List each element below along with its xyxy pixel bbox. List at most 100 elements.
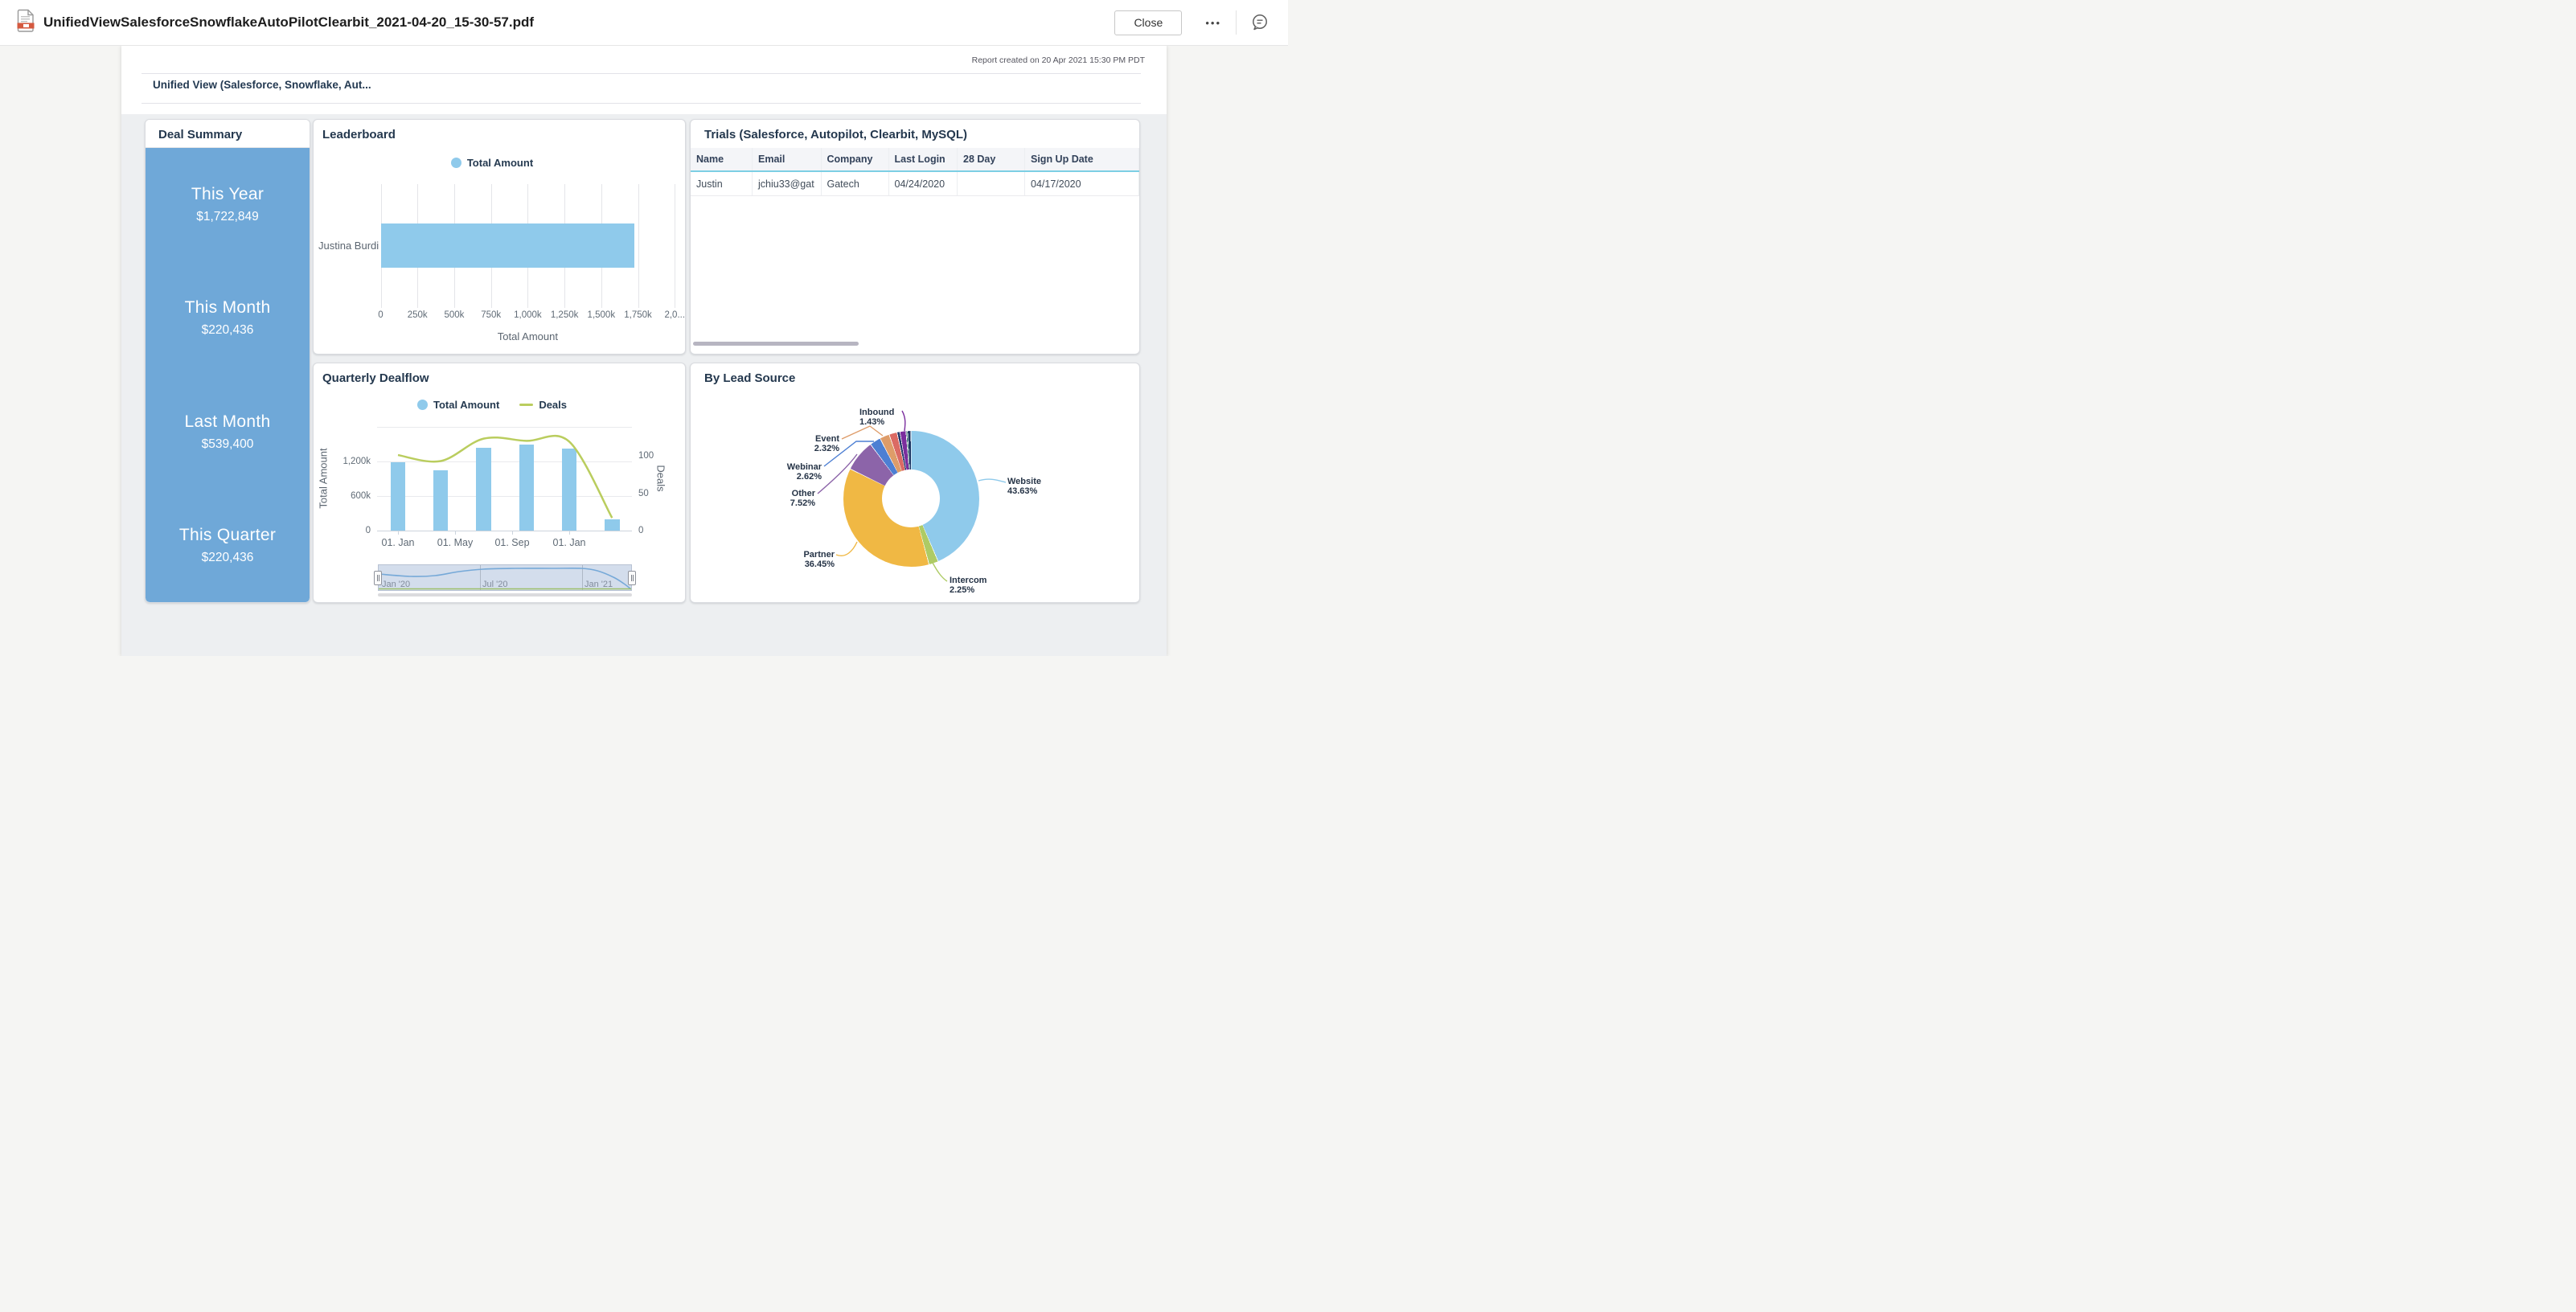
table-cell: 04/17/2020	[1025, 172, 1139, 195]
table-header-row: Name Email Company Last Login 28 Day Sign Up …	[691, 148, 1139, 172]
legend-swatch	[519, 404, 534, 406]
table-row: Justin jchiu33@gat Gatech 04/24/2020 04/17/2…	[691, 172, 1139, 196]
quarterly-bar	[561, 449, 577, 531]
navigator-scrollbar[interactable]	[378, 593, 632, 597]
quarterly-bar	[390, 462, 406, 531]
donut-leader-lines	[817, 410, 1007, 582]
lead-source-panel: By Lead Source Website 43.63% Intercom 2.25…	[690, 363, 1140, 603]
gridline	[377, 496, 632, 497]
divider	[142, 73, 1141, 74]
metric-label: This Quarter	[178, 525, 277, 544]
pdf-page: Report created on 20 Apr 2021 15:30 PM P…	[121, 45, 1167, 656]
table-cell: jchiu33@gat	[753, 172, 822, 195]
deal-summary-panel: Deal Summary This Year $1,722,849 This Mon…	[145, 119, 310, 603]
legend: Total Amount Deals	[314, 399, 685, 411]
leaderboard-panel: Leaderboard Total Amount 0 250k 500k 750k 1,…	[313, 119, 686, 355]
x-axis-tick-label: 01. Sep	[494, 537, 530, 548]
y-axis-tick-label: 0	[365, 526, 371, 535]
panel-title: Leaderboard	[322, 128, 396, 141]
navigator-handle-left[interactable]	[374, 571, 382, 585]
x-axis-tick-label: 1,750k	[624, 310, 652, 320]
column-header: Email	[753, 148, 822, 170]
y-axis-tick-label: 600k	[351, 491, 371, 501]
report-heading: Unified View (Salesforce, Snowflake, Aut…	[153, 79, 371, 91]
dashboard-area: Deal Summary This Year $1,722,849 This Mon…	[121, 114, 1167, 656]
topbar: UnifiedViewSalesforceSnowflakeAutoPilotC…	[0, 0, 1288, 46]
document-title: UnifiedViewSalesforceSnowflakeAutoPilotC…	[43, 14, 535, 30]
gridline	[377, 461, 632, 462]
comments-button[interactable]	[1249, 12, 1270, 33]
table-cell: Gatech	[822, 172, 889, 195]
slice-label: Event 2.32%	[814, 434, 839, 453]
y-axis-tick-label: 0	[638, 526, 644, 535]
legend-label: Total Amount	[466, 157, 534, 169]
legend-swatch	[416, 400, 428, 410]
quarterly-bar	[605, 519, 620, 531]
metric-value: $220,436	[201, 323, 254, 338]
table-cell: 04/24/2020	[889, 172, 958, 195]
divider	[142, 103, 1141, 104]
navigator-series	[379, 567, 631, 590]
x-axis-title: Total Amount	[497, 330, 558, 342]
gridline	[377, 427, 632, 428]
x-axis-tick-label: 01. May	[437, 537, 474, 548]
legend: Total Amount	[314, 157, 685, 169]
x-axis-tick-label: 500k	[444, 310, 465, 320]
horizontal-scrollbar[interactable]	[693, 342, 859, 346]
deal-summary-tiles: This Year $1,722,849 This Month $220,436 Las…	[146, 148, 310, 602]
x-axis-tick-label: 1,250k	[550, 310, 579, 320]
legend-label: Total Amount	[433, 399, 500, 411]
y-axis-tick-label: 1,200k	[343, 457, 371, 466]
topbar-divider	[1236, 10, 1237, 35]
donut-chart	[843, 430, 979, 567]
category-label: Justina Burdi	[318, 240, 379, 252]
slice-label: Website 43.63%	[1007, 477, 1041, 496]
x-axis-tick-label: 250k	[407, 310, 428, 320]
table-cell: Justin	[691, 172, 753, 195]
y-axis-tick-label: 100	[638, 451, 654, 461]
metric-tile: This Year $1,722,849	[146, 148, 310, 261]
panel-title: Deal Summary	[158, 128, 243, 141]
panel-header: Deal Summary	[146, 120, 310, 148]
chart-navigator[interactable]: Jan '20 Jul '20 Jan '21	[374, 564, 636, 591]
close-button[interactable]: Close	[1114, 10, 1183, 35]
navigator-gridline	[582, 565, 583, 590]
quarterly-bar	[433, 469, 449, 531]
metric-value: $220,436	[201, 550, 254, 564]
metric-tile: This Month $220,436	[146, 261, 310, 375]
x-axis-tick	[455, 531, 456, 535]
more-options-button[interactable]: •••	[1200, 16, 1226, 30]
pdf-preview-window: UnifiedViewSalesforceSnowflakeAutoPilotC…	[0, 0, 1288, 656]
quarterly-bar	[519, 445, 535, 531]
handle-grip-icon	[376, 575, 378, 581]
navigator-handle-right[interactable]	[628, 571, 636, 585]
metric-value: $539,400	[201, 437, 254, 451]
table-cell	[958, 172, 1025, 195]
slice-label: Partner 36.45%	[803, 550, 835, 569]
column-header: Company	[822, 148, 889, 170]
x-axis-tick	[398, 531, 399, 535]
x-axis-tick	[569, 531, 570, 535]
x-axis-tick	[512, 531, 513, 535]
pdf-file-icon	[17, 9, 35, 36]
comment-bubble-icon	[1253, 14, 1267, 31]
donut-hole	[882, 469, 940, 527]
x-axis-tick-label: 2,0...	[664, 310, 686, 320]
report-created-note: Report created on 20 Apr 2021 15:30 PM P…	[971, 55, 1145, 65]
column-header: 28 Day	[958, 148, 1025, 170]
column-header: Sign Up Date	[1025, 148, 1139, 170]
deals-line	[397, 434, 613, 519]
slice-label: Intercom 2.25%	[950, 576, 987, 595]
x-axis-tick-label: 01. Jan	[381, 537, 415, 548]
metric-label: This Month	[184, 298, 271, 318]
x-axis-tick-label: 1,000k	[514, 310, 542, 320]
navigator-gridline	[480, 565, 481, 590]
column-header: Name	[691, 148, 753, 170]
navigator-label: Jan '20	[382, 580, 411, 589]
y-axis-tick-label: 50	[638, 488, 649, 498]
leaderboard-bar	[380, 223, 634, 268]
slice-label: Webinar 2.62%	[786, 462, 822, 482]
slice-label: Inbound 1.43%	[859, 408, 895, 427]
metric-value: $1,722,849	[196, 210, 259, 224]
trials-panel: Trials (Salesforce, Autopilot, Clearbit,…	[690, 119, 1140, 355]
